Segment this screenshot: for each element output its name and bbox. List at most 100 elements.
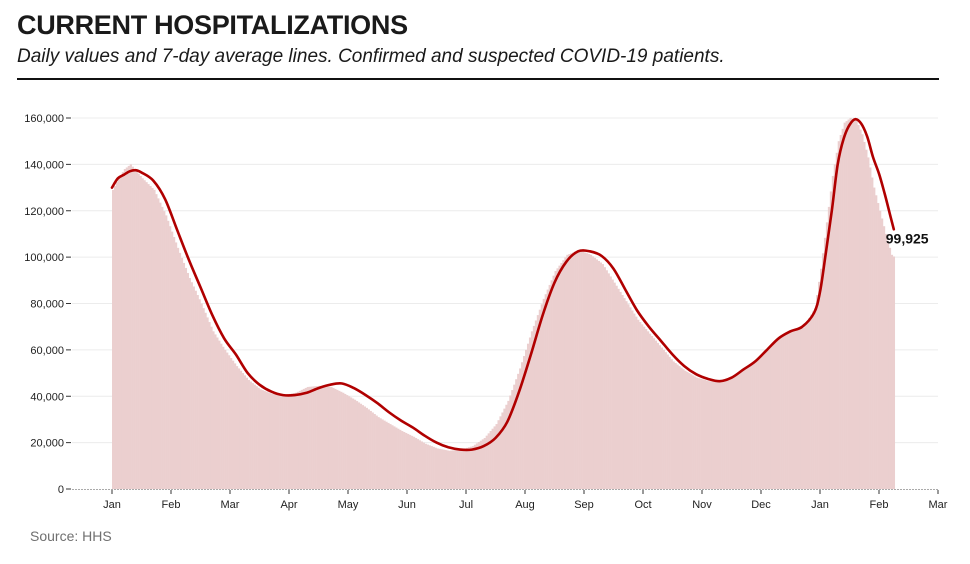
daily-value-bar: [646, 331, 650, 489]
daily-value-bar: [802, 327, 805, 489]
daily-value-bar: [176, 247, 180, 489]
daily-value-bar: [304, 387, 307, 489]
daily-value-bar: [367, 409, 370, 489]
daily-value-bar: [566, 254, 569, 489]
daily-value-bar: [678, 366, 681, 489]
daily-value-bar: [766, 349, 770, 489]
daily-value-bar: [458, 449, 461, 489]
daily-value-bar: [129, 164, 132, 489]
daily-value-bar: [281, 394, 284, 489]
daily-value-bar: [399, 429, 402, 489]
daily-value-bar: [536, 315, 540, 489]
daily-value-bar: [322, 386, 325, 489]
daily-value-bar: [745, 368, 748, 489]
daily-value-bar: [823, 237, 827, 489]
daily-value-bar: [412, 436, 416, 489]
chart-title: CURRENT HOSPITALIZATIONS: [17, 10, 408, 40]
daily-value-bar: [680, 367, 683, 489]
daily-value-bar: [493, 426, 496, 489]
daily-value-bar: [743, 369, 746, 489]
daily-value-bar: [145, 182, 148, 489]
daily-value-bar: [501, 412, 504, 489]
y-tick-label: 160,000: [24, 113, 64, 125]
daily-value-bar: [316, 386, 319, 489]
daily-value-bar: [593, 257, 597, 489]
daily-value-bar: [283, 395, 286, 489]
daily-value-bar: [473, 444, 477, 489]
source-note: Source: HHS: [30, 528, 112, 544]
daily-value-bar: [599, 262, 602, 489]
annotations: 99,925: [886, 230, 929, 246]
daily-value-bar: [483, 437, 486, 489]
daily-value-bar: [664, 352, 667, 489]
daily-value-bar: [157, 198, 160, 489]
daily-value-bar: [582, 251, 585, 489]
daily-value-bar: [648, 333, 652, 489]
x-tick-label: Mar: [929, 499, 948, 511]
daily-value-bar: [613, 282, 616, 489]
daily-value-bar: [507, 400, 510, 489]
chart-subtitle: Daily values and 7-day average lines. Co…: [17, 46, 725, 67]
daily-value-bar: [880, 218, 884, 489]
daily-value-bar: [849, 118, 852, 489]
daily-value-bar: [847, 119, 850, 489]
daily-value-bar: [228, 355, 231, 489]
daily-values-area: [112, 118, 896, 490]
daily-value-bar: [371, 412, 374, 489]
daily-value-bar: [200, 303, 203, 489]
daily-value-bar: [676, 364, 679, 489]
daily-value-bar: [241, 373, 245, 489]
x-tick-label: Apr: [280, 499, 297, 511]
daily-value-bar: [772, 344, 776, 489]
daily-value-bar: [314, 386, 317, 489]
daily-value-bar: [619, 291, 622, 489]
daily-value-bar: [155, 194, 158, 489]
x-tick-label: Jan: [811, 499, 829, 511]
daily-value-bar: [603, 267, 606, 489]
daily-value-bar: [312, 386, 315, 489]
daily-value-bar: [806, 321, 809, 489]
daily-value-bar: [609, 276, 612, 489]
daily-value-bar: [422, 442, 425, 489]
daily-value-bar: [540, 304, 543, 489]
daily-value-bar: [682, 369, 685, 489]
daily-value-bar: [489, 431, 492, 489]
daily-value-bar: [721, 380, 724, 489]
daily-value-bar: [436, 448, 439, 489]
daily-value-bar: [359, 403, 363, 489]
daily-value-bar: [196, 294, 199, 489]
y-tick-label: 100,000: [24, 252, 64, 264]
daily-value-bar: [446, 450, 449, 489]
daily-value-bar: [169, 226, 172, 490]
daily-value-bar: [137, 173, 140, 489]
daily-value-bar: [308, 386, 311, 489]
daily-value-bar: [542, 298, 545, 489]
daily-value-bar: [837, 141, 840, 489]
daily-value-bar: [259, 389, 262, 489]
daily-value-bar: [538, 309, 542, 489]
x-tick-label: Jan: [103, 499, 121, 511]
daily-value-bar: [135, 171, 138, 490]
daily-value-bar: [127, 165, 130, 489]
daily-value-bar: [589, 254, 593, 489]
daily-value-bar: [475, 443, 479, 489]
daily-value-bar: [318, 385, 321, 489]
daily-value-bar: [574, 251, 577, 489]
daily-value-bar: [808, 317, 811, 489]
daily-value-bar: [139, 175, 142, 489]
daily-value-bar: [853, 119, 856, 489]
daily-value-bar: [395, 427, 398, 489]
daily-value-bar: [450, 450, 453, 489]
daily-value-bar: [381, 419, 384, 489]
daily-value-bar: [770, 346, 774, 489]
daily-value-bar: [644, 329, 648, 489]
daily-value-bar: [879, 210, 882, 489]
y-tick-label: 20,000: [30, 438, 64, 450]
daily-value-bar: [800, 328, 803, 489]
daily-value-bar: [373, 414, 376, 489]
daily-value-bar: [440, 449, 443, 489]
daily-value-bar: [171, 231, 174, 489]
daily-value-bar: [383, 420, 386, 489]
daily-value-bar: [117, 178, 121, 489]
daily-value-bar: [379, 418, 382, 489]
